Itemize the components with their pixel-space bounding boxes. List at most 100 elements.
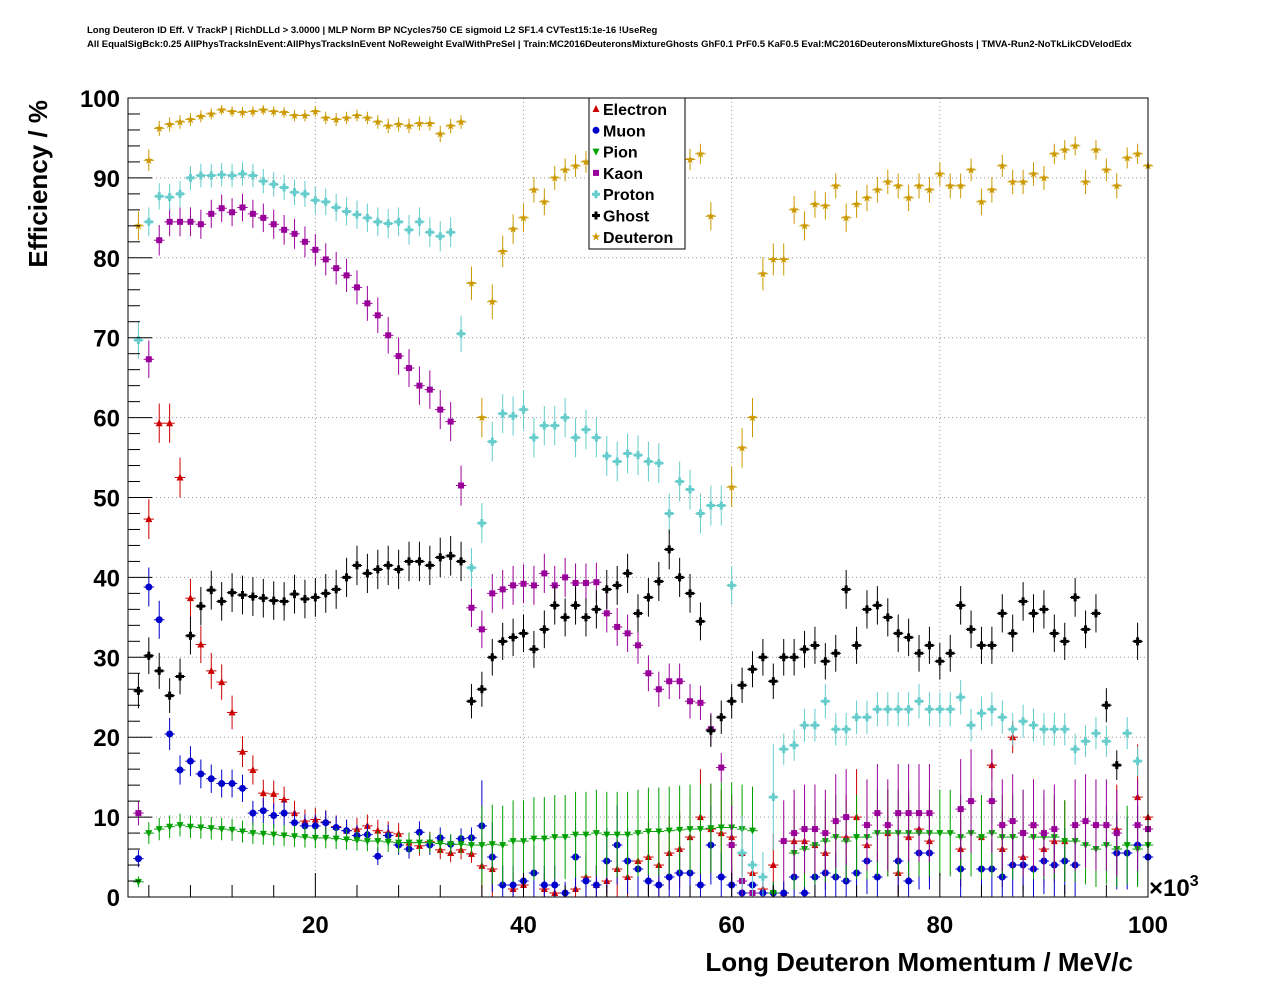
data-point-proton bbox=[727, 581, 736, 590]
data-point-pion bbox=[467, 842, 475, 850]
data-point-ghost bbox=[155, 666, 164, 675]
data-point-ghost bbox=[581, 613, 590, 622]
data-point-ghost bbox=[1050, 629, 1059, 638]
data-point-pion bbox=[707, 825, 715, 833]
data-point-ghost bbox=[842, 585, 851, 594]
data-point-proton bbox=[1029, 721, 1038, 730]
data-point-ghost bbox=[342, 573, 351, 582]
data-point-proton bbox=[488, 437, 497, 446]
data-point-deuteron bbox=[279, 107, 289, 117]
data-point-kaon bbox=[416, 382, 423, 389]
data-point-proton bbox=[592, 433, 601, 442]
data-point-proton bbox=[405, 225, 414, 234]
data-point-proton bbox=[800, 721, 809, 730]
data-point-proton bbox=[1019, 717, 1028, 726]
data-point-ghost bbox=[1112, 761, 1121, 770]
data-point-ghost bbox=[779, 653, 788, 662]
data-point-proton bbox=[706, 501, 715, 510]
data-point-kaon bbox=[499, 586, 506, 593]
data-point-ghost bbox=[280, 597, 289, 606]
data-point-deuteron bbox=[238, 107, 247, 117]
data-point-ghost bbox=[457, 557, 466, 566]
data-point-kaon bbox=[281, 226, 288, 233]
data-point-pion bbox=[176, 822, 184, 830]
data-point-proton bbox=[540, 421, 549, 430]
data-point-kaon bbox=[593, 579, 600, 586]
data-point-pion bbox=[322, 834, 330, 842]
data-point-electron bbox=[197, 640, 205, 648]
data-point-deuteron bbox=[1029, 169, 1038, 178]
data-point-deuteron bbox=[331, 115, 341, 124]
data-point-pion bbox=[603, 831, 611, 839]
data-point-ghost bbox=[300, 594, 309, 603]
data-point-muon bbox=[905, 877, 913, 885]
data-point-deuteron bbox=[904, 193, 913, 202]
data-point-kaon bbox=[832, 818, 839, 825]
data-point-pion bbox=[499, 842, 507, 850]
data-point-kaon bbox=[999, 822, 1006, 829]
data-point-ghost bbox=[696, 617, 705, 626]
data-point-deuteron bbox=[415, 119, 424, 128]
data-point-kaon bbox=[874, 810, 881, 817]
data-point-proton bbox=[446, 228, 455, 237]
data-point-electron bbox=[145, 515, 153, 523]
data-point-deuteron bbox=[394, 119, 403, 129]
data-point-deuteron bbox=[893, 181, 903, 190]
data-point-pion bbox=[415, 839, 423, 847]
data-point-ghost bbox=[946, 649, 955, 658]
data-point-deuteron bbox=[831, 181, 841, 190]
data-point-deuteron bbox=[144, 155, 154, 164]
data-point-electron bbox=[155, 419, 163, 427]
data-point-electron bbox=[186, 594, 194, 602]
data-point-ghost bbox=[477, 685, 486, 694]
data-point-kaon bbox=[1082, 818, 1089, 825]
data-point-deuteron bbox=[300, 111, 310, 120]
data-point-pion bbox=[384, 838, 392, 846]
data-point-proton bbox=[228, 171, 237, 180]
data-point-pion bbox=[686, 826, 694, 834]
data-point-kaon bbox=[385, 332, 392, 339]
data-point-proton bbox=[259, 177, 268, 186]
y-tick-label-2: 20 bbox=[93, 725, 120, 752]
data-point-ghost bbox=[498, 637, 507, 646]
data-point-proton bbox=[300, 189, 309, 198]
data-point-ghost bbox=[623, 569, 632, 578]
data-point-ghost bbox=[665, 545, 674, 554]
x-axis-multiplier-exponent: 3 bbox=[1190, 873, 1199, 890]
data-point-proton bbox=[810, 721, 819, 730]
data-point-deuteron bbox=[1060, 145, 1070, 154]
data-point-pion bbox=[436, 840, 444, 848]
data-point-deuteron bbox=[508, 224, 518, 233]
data-point-proton bbox=[311, 196, 320, 205]
data-point-deuteron bbox=[873, 185, 882, 194]
data-point-deuteron bbox=[1102, 165, 1111, 174]
data-point-kaon bbox=[145, 356, 152, 363]
y-tick-label-10: 100 bbox=[80, 86, 120, 113]
data-point-proton bbox=[581, 425, 590, 434]
data-point-kaon bbox=[510, 582, 517, 589]
data-point-muon bbox=[270, 812, 278, 820]
data-point-proton bbox=[561, 413, 570, 422]
data-point-kaon bbox=[364, 300, 371, 307]
data-point-proton bbox=[529, 433, 538, 442]
data-point-pion bbox=[696, 826, 704, 834]
data-point-ghost bbox=[259, 594, 268, 603]
data-point-ghost bbox=[654, 577, 663, 586]
data-point-ghost bbox=[821, 657, 830, 666]
data-point-deuteron bbox=[1039, 173, 1049, 182]
data-point-deuteron bbox=[550, 173, 560, 182]
data-point-deuteron bbox=[977, 197, 986, 206]
x-axis-label: Long Deuteron Momentum / MeV/c bbox=[705, 947, 1133, 977]
data-point-kaon bbox=[1134, 822, 1141, 829]
data-point-muon bbox=[301, 822, 309, 830]
data-point-pion bbox=[946, 830, 954, 838]
legend-label-deuteron: Deuteron bbox=[603, 230, 673, 247]
data-point-proton bbox=[873, 705, 882, 714]
data-point-proton bbox=[904, 705, 913, 714]
legend-marker-ghost bbox=[592, 211, 600, 220]
data-point-pion bbox=[561, 834, 569, 842]
data-point-ghost bbox=[977, 641, 986, 650]
data-point-ghost bbox=[810, 641, 819, 650]
data-point-deuteron bbox=[1122, 153, 1132, 162]
legend-label-electron: Electron bbox=[603, 102, 667, 119]
